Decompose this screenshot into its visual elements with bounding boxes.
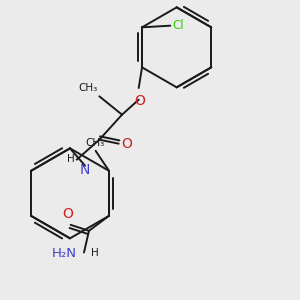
Text: H: H bbox=[67, 154, 75, 164]
Text: H: H bbox=[91, 248, 99, 258]
Text: N: N bbox=[80, 163, 90, 177]
Text: H₂N: H₂N bbox=[52, 247, 76, 260]
Text: CH₃: CH₃ bbox=[78, 83, 98, 93]
Text: O: O bbox=[62, 207, 73, 221]
Text: Cl: Cl bbox=[172, 19, 184, 32]
Text: CH₃: CH₃ bbox=[85, 138, 105, 148]
Text: O: O bbox=[134, 94, 145, 108]
Text: O: O bbox=[122, 137, 132, 151]
